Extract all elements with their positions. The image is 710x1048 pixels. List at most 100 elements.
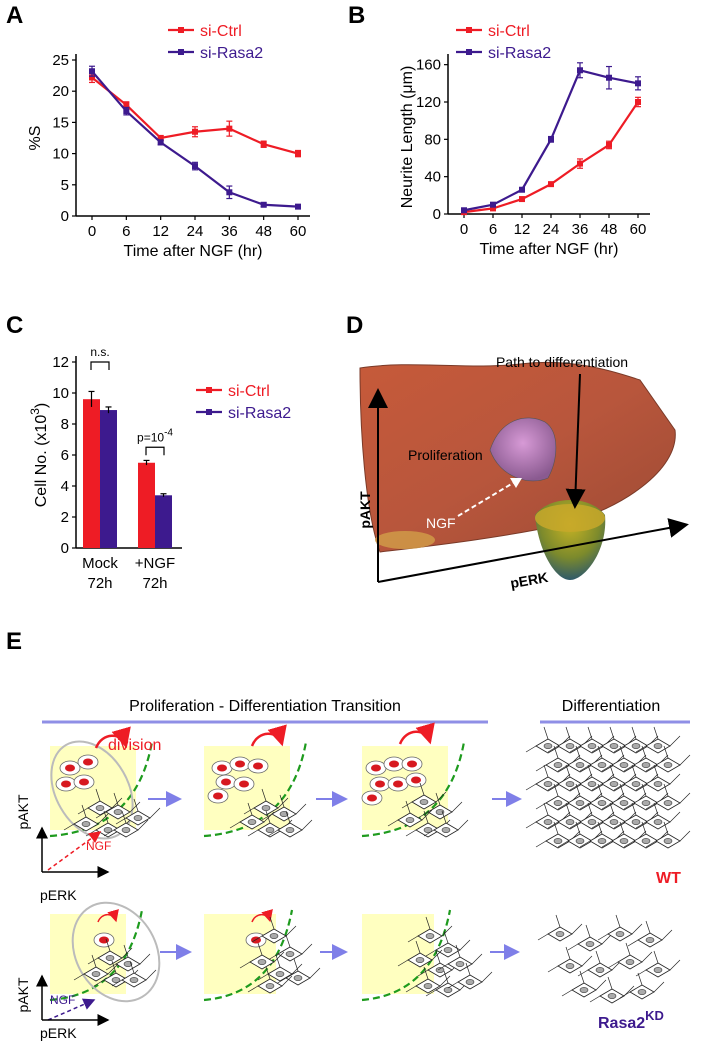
proliferating-cell [55, 776, 77, 792]
proliferating-cell [77, 754, 99, 770]
differentiated-cell [547, 726, 593, 754]
proliferating-cell [93, 932, 115, 948]
division-arrow [94, 726, 131, 749]
perk-label-wt: pERK [40, 887, 77, 903]
differentiated-cell [239, 942, 285, 970]
ngf-ellipse [71, 901, 161, 1003]
differentiated-cell [405, 966, 451, 994]
category-label: 72h [142, 575, 167, 592]
data-point [635, 80, 641, 87]
differentiated-cell [275, 958, 321, 986]
data-point [226, 125, 233, 132]
chart-a: 0 5 10 15 20 25 0 6 12 24 36 48 60 Time after NGF (hr… [27, 23, 310, 260]
y-tick-label: 4 [61, 478, 69, 495]
chart-b: 0 40 80 120 160 0 6 12 24 36 48 60 Time after NGF (h… [399, 23, 650, 258]
data-point [606, 141, 612, 148]
landscape-diagram: Path to differentiation Proliferation NG… [357, 354, 689, 591]
proliferating-cell [73, 774, 95, 790]
y-tick-label: 25 [52, 52, 69, 69]
x-tick-label: 6 [122, 223, 130, 240]
legend-label: si-Rasa2 [488, 45, 551, 62]
transition-schematic: Proliferation - Differentiation Transiti… [15, 698, 691, 1041]
ngf-ellipse [50, 740, 134, 840]
data-point [192, 163, 198, 170]
series-line-si-Rasa2 [91, 70, 299, 208]
differentiated-cell [591, 764, 637, 792]
differentiated-cell [105, 944, 151, 972]
p-value-annotation: p=10-4 [137, 427, 173, 444]
differentiated-cell [417, 950, 463, 978]
legend-marker [466, 49, 472, 55]
differentiated-cell [635, 802, 681, 830]
y-tick-label: 10 [52, 146, 69, 163]
differentiated-cell [261, 794, 307, 822]
differentiation-header: Differentiation [562, 698, 660, 715]
bar-si-Rasa2 [100, 410, 117, 548]
differentiated-cell [645, 783, 691, 811]
data-point [192, 128, 198, 135]
ngf-label-kd: NGF [50, 993, 75, 1007]
differentiated-cell [645, 745, 691, 773]
significance-bracket [145, 446, 165, 456]
proliferating-cell [215, 774, 237, 790]
division-arrow [398, 722, 435, 745]
legend-label: si-Rasa2 [228, 405, 291, 422]
panel-letter-d: D [346, 312, 364, 339]
legend-label: si-Ctrl [200, 23, 242, 40]
x-tick-label: 36 [572, 221, 589, 238]
differentiated-cell [73, 954, 119, 982]
data-point [89, 68, 95, 75]
differentiated-cell [111, 960, 157, 988]
differentiated-cell [613, 764, 659, 792]
legend-marker [206, 387, 212, 393]
panel-letter-a: A [6, 2, 24, 29]
proliferating-cell [211, 760, 233, 776]
x-tick-label: 48 [255, 223, 272, 240]
differentiated-cell [407, 916, 453, 944]
data-point [89, 74, 95, 81]
proliferating-cell [229, 756, 251, 772]
differentiated-cell [103, 810, 149, 838]
proliferating-cell [369, 776, 391, 792]
legend-label: si-Ctrl [488, 23, 530, 40]
data-point [157, 135, 164, 141]
differentiated-cell [597, 914, 643, 942]
differentiated-cell [425, 970, 471, 998]
differentiated-cell [243, 788, 289, 816]
proliferating-cell [59, 760, 81, 776]
data-point [635, 99, 641, 105]
proliferating-cell [405, 772, 427, 788]
category-label: Mock [82, 555, 118, 572]
transition-header: Proliferation - Differentiation Transiti… [129, 698, 401, 715]
division-arrow [97, 909, 119, 923]
data-point [123, 108, 130, 115]
y-tick-label: 6 [61, 447, 69, 464]
proliferation-zone [204, 914, 276, 994]
legend-label: si-Ctrl [228, 383, 270, 400]
x-tick-label: 48 [601, 221, 618, 238]
y-axis-label: Neurite Length (μm) [399, 66, 416, 209]
x-tick-label: 60 [630, 221, 647, 238]
y-axis-label: %S [27, 126, 44, 151]
panel-letter-e: E [6, 628, 23, 655]
proliferating-cell [365, 760, 387, 776]
proliferating-cell [387, 776, 409, 792]
differentiated-cell [535, 745, 581, 773]
data-point [461, 207, 467, 214]
y-tick-label: 80 [424, 131, 441, 148]
differentiated-cell [619, 972, 665, 1000]
differentiated-cell [635, 726, 681, 754]
y-tick-label: 0 [433, 206, 441, 223]
data-point [295, 203, 301, 210]
bar-si-Ctrl [138, 462, 155, 548]
x-tick-label: 6 [489, 221, 497, 238]
data-point [123, 101, 130, 108]
chart-c: 0 2 4 6 8 10 12 Cell No. (x103) Mock 72h +NGF 72h n.… [28, 345, 291, 592]
differentiated-cell [627, 920, 673, 948]
y-tick-label: 12 [52, 354, 69, 371]
legend-marker [466, 27, 472, 33]
differentiated-cell [607, 942, 653, 970]
differentiated-cell [537, 914, 583, 942]
differentiated-cell [417, 792, 463, 820]
y-tick-label: 8 [61, 416, 69, 433]
